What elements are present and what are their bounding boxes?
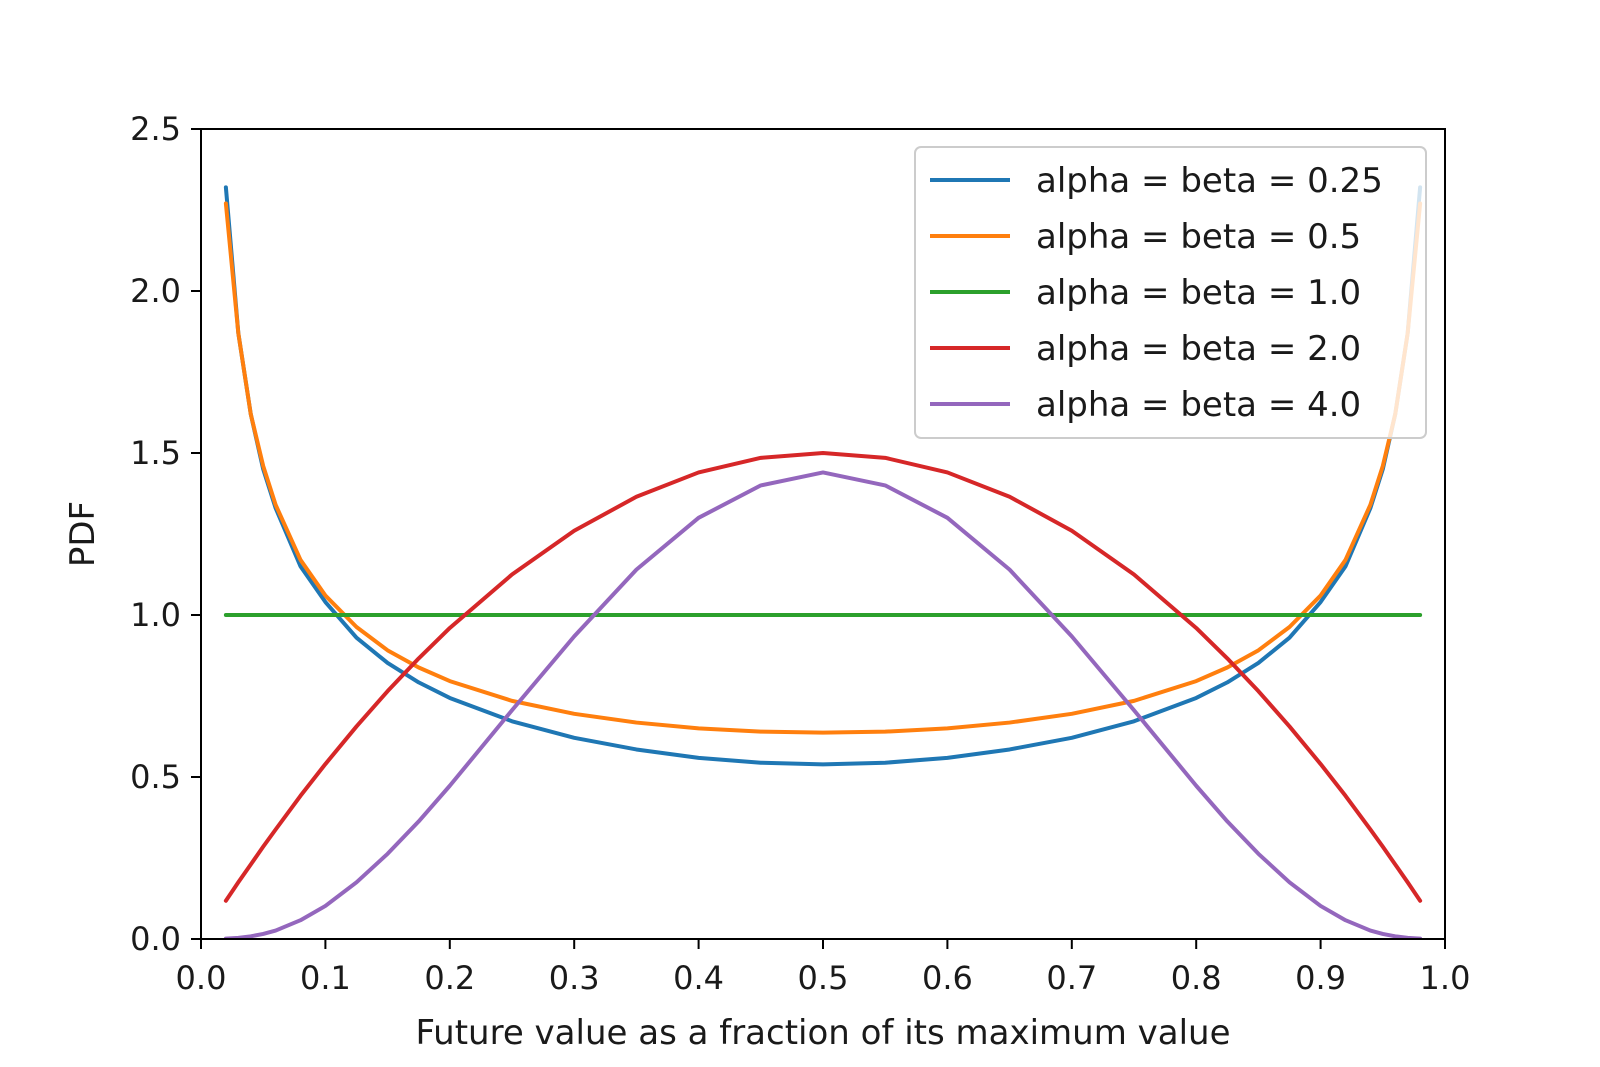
- x-axis: 0.0 0.1 0.2 0.3 0.4 0.5 0.6 0.7 0.8 0.9 1.0: [176, 939, 1471, 997]
- legend-label: alpha = beta = 0.25: [1036, 161, 1383, 201]
- y-axis: 0.0 0.5 1.0 1.5 2.0 2.5: [130, 110, 201, 958]
- legend-label: alpha = beta = 1.0: [1036, 273, 1361, 313]
- y-axis-title: PDF: [63, 501, 103, 567]
- x-tick-label: 0.7: [1046, 959, 1097, 997]
- legend-box: [914, 146, 1427, 439]
- legend: alpha = beta = 0.25 alpha = beta = 0.5 alp…: [914, 146, 1427, 439]
- y-tick-label: 2.0: [130, 272, 181, 310]
- series-line-1: [223, 185, 1423, 767]
- series-line-4: [223, 451, 1423, 903]
- y-tick-label: 0.5: [130, 758, 181, 796]
- legend-label: alpha = beta = 0.5: [1036, 217, 1361, 257]
- series-layer: [223, 185, 1423, 939]
- y-tick-label: 1.0: [130, 596, 181, 634]
- series-line-2: [223, 201, 1423, 735]
- legend-label: alpha = beta = 2.0: [1036, 329, 1361, 369]
- x-tick-label: 0.9: [1295, 959, 1346, 997]
- x-tick-label: 0.6: [922, 959, 973, 997]
- y-tick-label: 1.5: [130, 434, 181, 472]
- x-axis-title: Future value as a fraction of its maximu…: [415, 1013, 1230, 1053]
- x-tick-label: 0.5: [798, 959, 849, 997]
- y-tick-label: 0.0: [130, 920, 181, 958]
- x-tick-label: 0.1: [300, 959, 351, 997]
- x-tick-label: 1.0: [1420, 959, 1471, 997]
- x-tick-label: 0.4: [673, 959, 724, 997]
- y-tick-label: 2.5: [130, 110, 181, 148]
- x-tick-label: 0.8: [1171, 959, 1222, 997]
- legend-label: alpha = beta = 4.0: [1036, 385, 1361, 425]
- x-tick-label: 0.3: [549, 959, 600, 997]
- series-line-5: [223, 470, 1423, 939]
- x-tick-label: 0.0: [176, 959, 227, 997]
- x-tick-label: 0.2: [424, 959, 475, 997]
